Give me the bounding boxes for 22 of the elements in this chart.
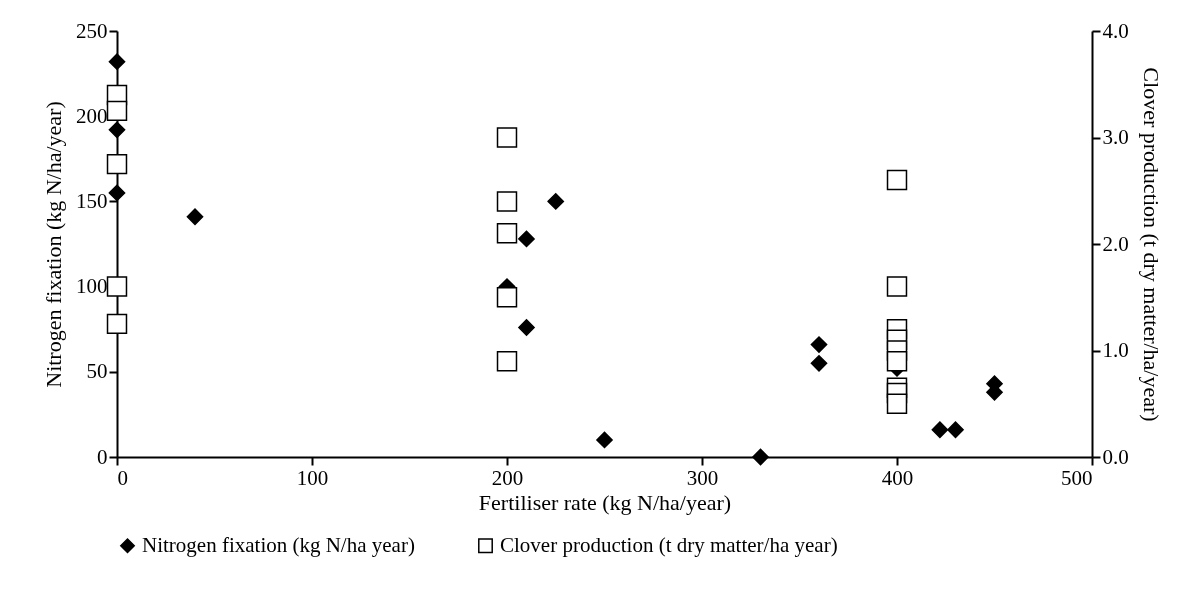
- y2-tick-label: 0.0: [1102, 444, 1129, 469]
- y-tick-label: 250: [76, 18, 108, 43]
- y-axis-title: Nitrogen fixation (kg N/ha/year): [41, 101, 66, 388]
- y-tick-label: 50: [86, 359, 108, 384]
- y2-tick-label: 1.0: [1102, 338, 1129, 362]
- x-tick-label: 500: [1061, 465, 1093, 490]
- y-tick-label: 200: [76, 103, 108, 128]
- y2-tick-label: 3.0: [1102, 125, 1129, 149]
- x-axis-title: Fertiliser rate (kg N/ha/year): [478, 489, 732, 515]
- x-tick-label: 100: [296, 465, 329, 490]
- x-tick-label: 0: [117, 465, 128, 490]
- legend-label: Clover production (t dry matter/ha year): [500, 532, 838, 557]
- y2-tick-label: 4.0: [1102, 18, 1129, 43]
- x-tick-label: 200: [491, 465, 524, 490]
- legend-label: Nitrogen fixation (kg N/ha year): [142, 532, 415, 557]
- x-tick-label: 300: [686, 465, 719, 490]
- x-tick-label: 400: [881, 465, 914, 490]
- y-tick-label: 100: [76, 274, 108, 299]
- y-tick-label: 150: [76, 188, 108, 213]
- y2-tick-label: 2.0: [1102, 231, 1129, 256]
- y-tick-label: 0: [97, 444, 108, 469]
- y2-axis-title: Clover production (t dry matter/ha/year): [1138, 67, 1164, 422]
